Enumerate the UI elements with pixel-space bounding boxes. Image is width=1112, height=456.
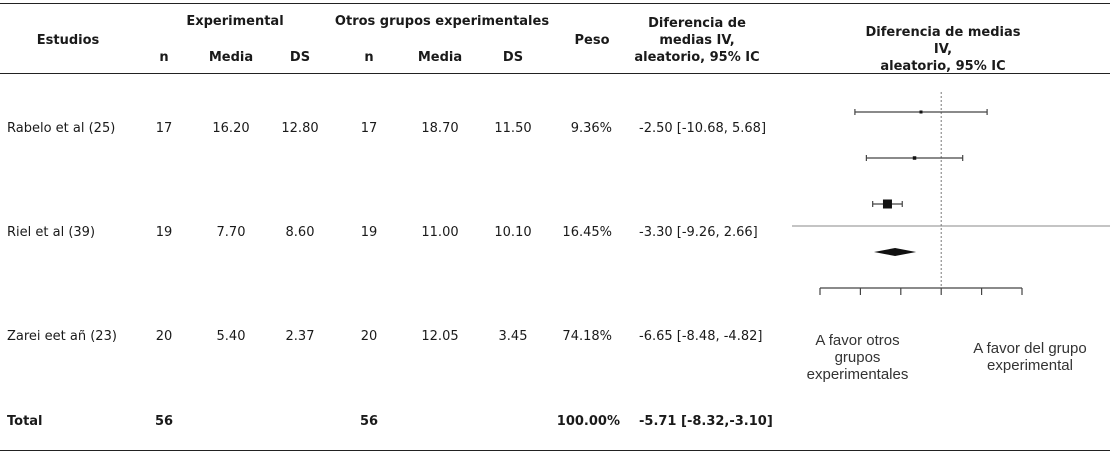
row-rabelo-n2: 17: [360, 121, 378, 136]
favor-left-label: A favor otros grupos experimentales: [806, 332, 909, 383]
row-rabelo-n1: 17: [155, 121, 173, 136]
header-media-experimental: Media: [208, 50, 254, 65]
header-bottom-rule: [0, 73, 1110, 74]
row-riel-ds2: 10.10: [494, 225, 532, 240]
row-zarei-media1: 5.40: [216, 329, 246, 344]
forest-plot-svg: -15-10-50510: [792, 92, 1110, 295]
row-rabelo-peso: 9.36%: [570, 121, 612, 136]
total-peso: 100.00%: [556, 414, 620, 429]
row-rabelo-media1: 16.20: [212, 121, 250, 136]
row-rabelo-ci: -2.50 [-10.68, 5.68]: [639, 121, 767, 136]
total-n1: 56: [154, 414, 174, 429]
row-zarei-peso: 74.18%: [562, 329, 612, 344]
table-top-rule: [0, 3, 1110, 4]
pooled-diamond: [873, 248, 917, 256]
total-ci: -5.71 [-8.32,-3.10]: [639, 414, 773, 429]
row-zarei-ci: -6.65 [-8.48, -4.82]: [639, 329, 763, 344]
header-ds-experimental: DS: [289, 50, 311, 65]
row-rabelo-ds2: 11.50: [494, 121, 532, 136]
header-estudios: Estudios: [36, 33, 100, 48]
row-zarei-study: Zarei eet añ (23): [7, 329, 117, 344]
row-riel-media1: 7.70: [216, 225, 246, 240]
row-rabelo-ds1: 12.80: [281, 121, 319, 136]
header-peso: Peso: [574, 33, 610, 48]
favor-right-label: A favor del grupo experimental: [973, 340, 1087, 374]
forest-plot: -15-10-50510 A favor otros grupos experi…: [792, 92, 1110, 392]
study-point-estimate: [912, 156, 917, 160]
row-riel-media2: 11.00: [421, 225, 459, 240]
header-n-experimental: n: [159, 50, 169, 65]
row-zarei-n2: 20: [360, 329, 378, 344]
row-riel-n1: 19: [155, 225, 173, 240]
row-zarei-ds2: 3.45: [498, 329, 528, 344]
row-riel-peso: 16.45%: [562, 225, 612, 240]
row-zarei-media2: 12.05: [421, 329, 459, 344]
header-ds-otros: DS: [502, 50, 524, 65]
study-point-estimate: [882, 199, 892, 209]
total-n2: 56: [359, 414, 379, 429]
header-media-otros: Media: [417, 50, 463, 65]
header-diferencia: Diferencia de medias IV, aleatorio, 95% …: [634, 16, 760, 65]
header-otros-grupos: Otros grupos experimentales: [334, 14, 550, 29]
row-zarei-n1: 20: [155, 329, 173, 344]
row-riel-ci: -3.30 [-9.26, 2.66]: [639, 225, 758, 240]
row-riel-ds1: 8.60: [285, 225, 315, 240]
row-zarei-ds1: 2.37: [285, 329, 315, 344]
header-diferencia-plot: Diferencia de medias IV, aleatorio, 95% …: [865, 25, 1021, 74]
row-riel-n2: 19: [360, 225, 378, 240]
row-riel-study: Riel et al (39): [7, 225, 96, 240]
row-rabelo-study: Rabelo et al (25): [7, 121, 116, 136]
row-rabelo-media2: 18.70: [421, 121, 459, 136]
study-point-estimate: [919, 110, 923, 114]
header-n-otros: n: [364, 50, 374, 65]
total-label: Total: [7, 414, 43, 429]
header-experimental: Experimental: [186, 14, 284, 29]
table-bottom-rule: [0, 450, 1110, 451]
